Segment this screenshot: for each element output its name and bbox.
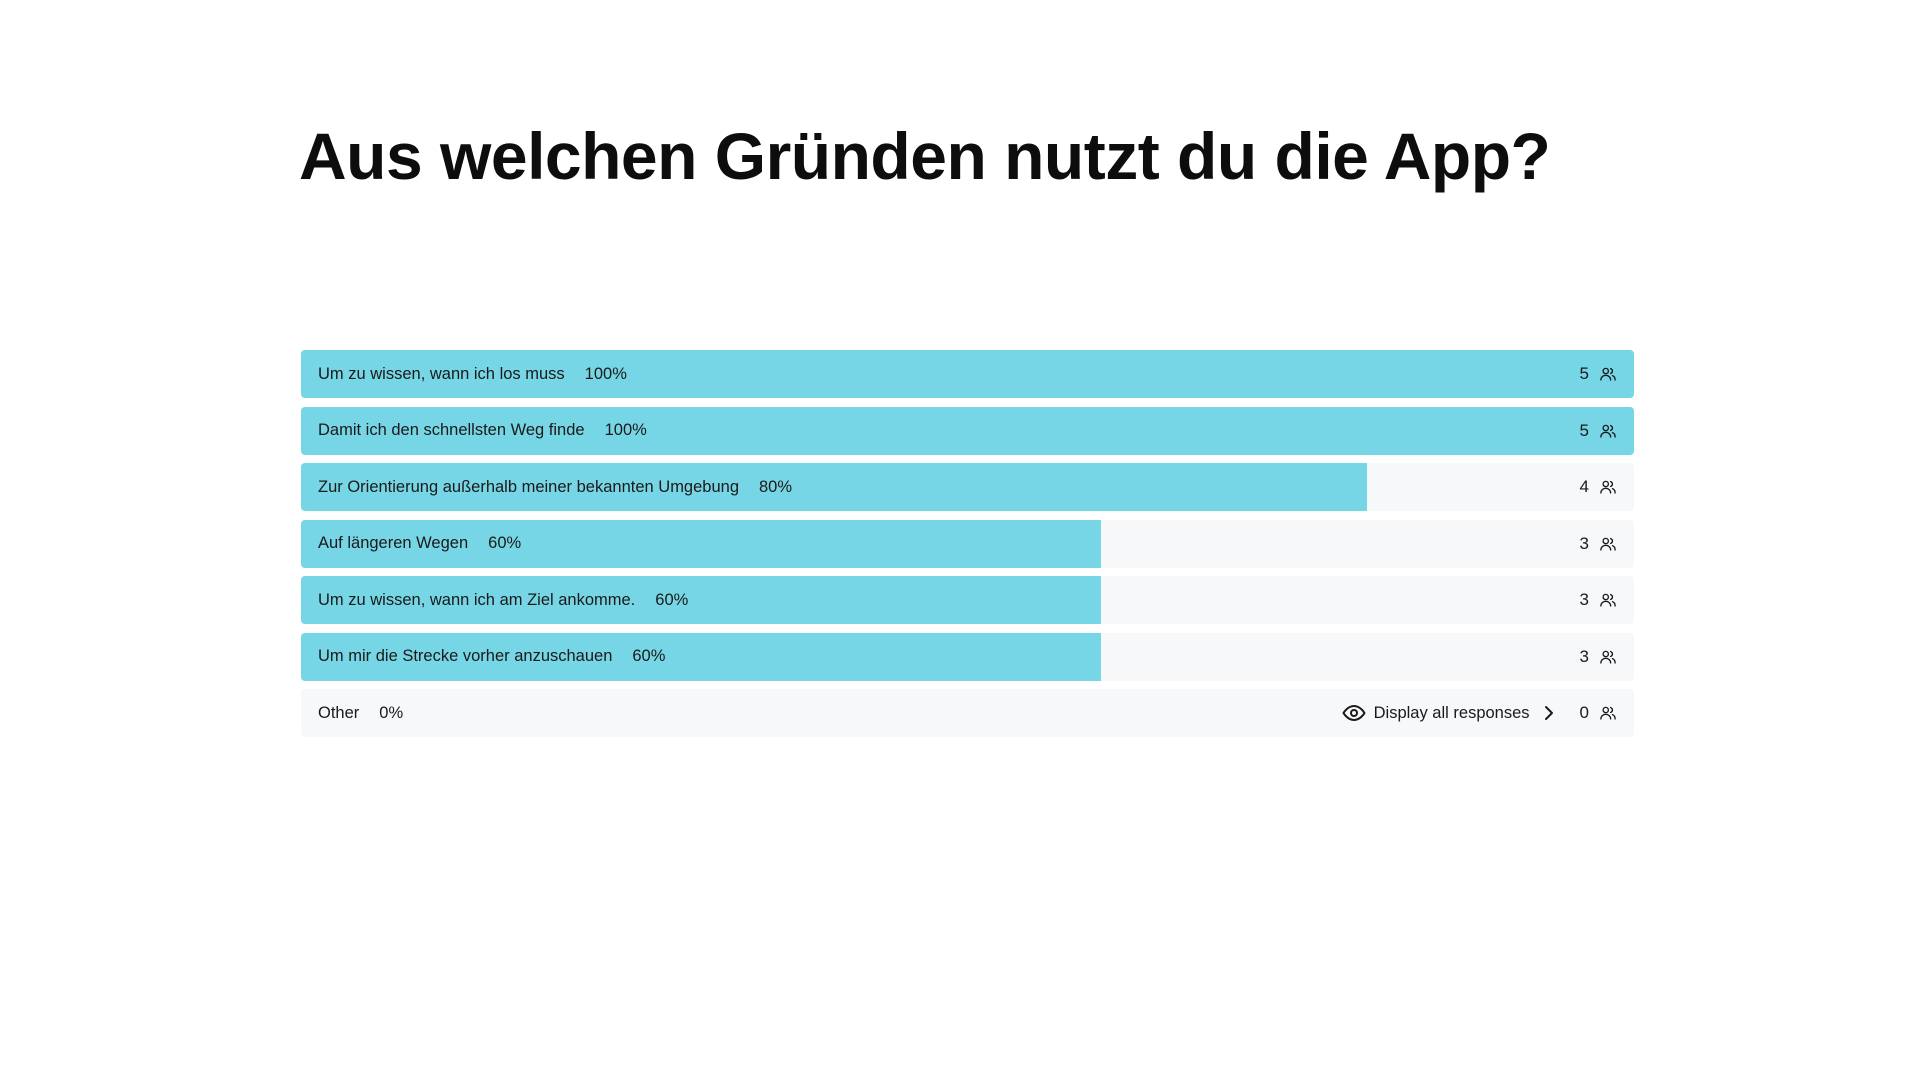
result-count: 4	[1579, 477, 1589, 496]
result-label: Um mir die Strecke vorher anzuschauen	[318, 647, 613, 665]
people-icon	[1599, 365, 1617, 383]
result-row-right: 5	[1580, 350, 1617, 398]
result-count: 5	[1579, 364, 1589, 383]
people-icon	[1599, 591, 1617, 609]
result-bar	[301, 406, 1634, 455]
result-label: Um zu wissen, wann ich los muss	[318, 364, 565, 383]
result-label: Um zu wissen, wann ich am Ziel ankomme.	[318, 590, 636, 609]
result-row-right: 3	[1580, 520, 1617, 568]
result-row-right: Display all responses 0	[1342, 689, 1617, 737]
result-count: 3	[1579, 533, 1589, 553]
people-icon	[1599, 535, 1617, 553]
result-row-left: Um zu wissen, wann ich am Ziel ankomme. 6…	[318, 576, 688, 624]
display-all-responses-label: Display all responses	[1373, 703, 1530, 722]
result-percent: 100%	[584, 364, 627, 383]
result-percent: 60%	[655, 590, 689, 609]
eye-icon	[1342, 701, 1366, 725]
result-label: Damit ich den schnellsten Weg finde	[318, 421, 585, 439]
result-row: Um zu wissen, wann ich am Ziel ankomme. 6…	[301, 576, 1634, 624]
result-row-left: Zur Orientierung außerhalb meiner bekann…	[318, 463, 792, 511]
result-bar	[301, 350, 1634, 398]
result-label: Zur Orientierung außerhalb meiner bekann…	[318, 477, 739, 496]
result-percent: 80%	[759, 477, 793, 496]
result-row: Zur Orientierung außerhalb meiner bekann…	[301, 463, 1634, 511]
result-row: Damit ich den schnellsten Weg finde 100% 5	[301, 406, 1634, 455]
result-label: Other	[318, 703, 360, 722]
result-bar	[301, 463, 1368, 511]
chevron-right-icon	[1542, 704, 1556, 722]
result-bar	[301, 519, 1101, 568]
result-row-left: Um zu wissen, wann ich los muss 100%	[318, 350, 627, 398]
result-row-right: 4	[1580, 463, 1617, 511]
result-row: Auf längeren Wegen 60% 3	[301, 519, 1634, 568]
result-row-left: Damit ich den schnellsten Weg finde 100%	[318, 407, 647, 455]
result-percent: 100%	[604, 421, 647, 439]
result-row: Um zu wissen, wann ich los muss 100% 5	[301, 350, 1634, 398]
question-title: Aus welchen Gründen nutzt du die App?	[299, 119, 1551, 193]
people-icon	[1599, 422, 1617, 440]
display-all-responses-button[interactable]: Display all responses	[1342, 701, 1556, 725]
result-count: 5	[1579, 420, 1589, 440]
result-count: 3	[1579, 646, 1589, 666]
result-bar	[301, 632, 1101, 681]
result-row-other: Other 0% Display all responses 0	[301, 689, 1634, 737]
result-percent: 60%	[488, 534, 522, 552]
result-row: Um mir die Strecke vorher anzuschauen 60%…	[301, 632, 1634, 681]
result-label: Auf längeren Wegen	[318, 534, 469, 552]
result-count: 3	[1579, 590, 1589, 609]
result-row-left: Other 0%	[318, 689, 403, 737]
result-row-left: Auf längeren Wegen 60%	[318, 520, 521, 568]
people-icon	[1599, 704, 1617, 722]
result-percent: 60%	[632, 647, 666, 665]
results-list: Um zu wissen, wann ich los muss 100% 5 Dami…	[301, 350, 1634, 746]
result-row-right: 3	[1580, 633, 1617, 681]
result-row-right: 5	[1580, 407, 1617, 455]
result-bar	[301, 576, 1101, 624]
result-percent: 0%	[379, 703, 404, 722]
people-icon	[1599, 478, 1617, 496]
people-icon	[1599, 648, 1617, 666]
result-row-left: Um mir die Strecke vorher anzuschauen 60%	[318, 633, 665, 681]
result-row-right: 3	[1580, 576, 1617, 624]
result-count: 0	[1579, 703, 1589, 722]
